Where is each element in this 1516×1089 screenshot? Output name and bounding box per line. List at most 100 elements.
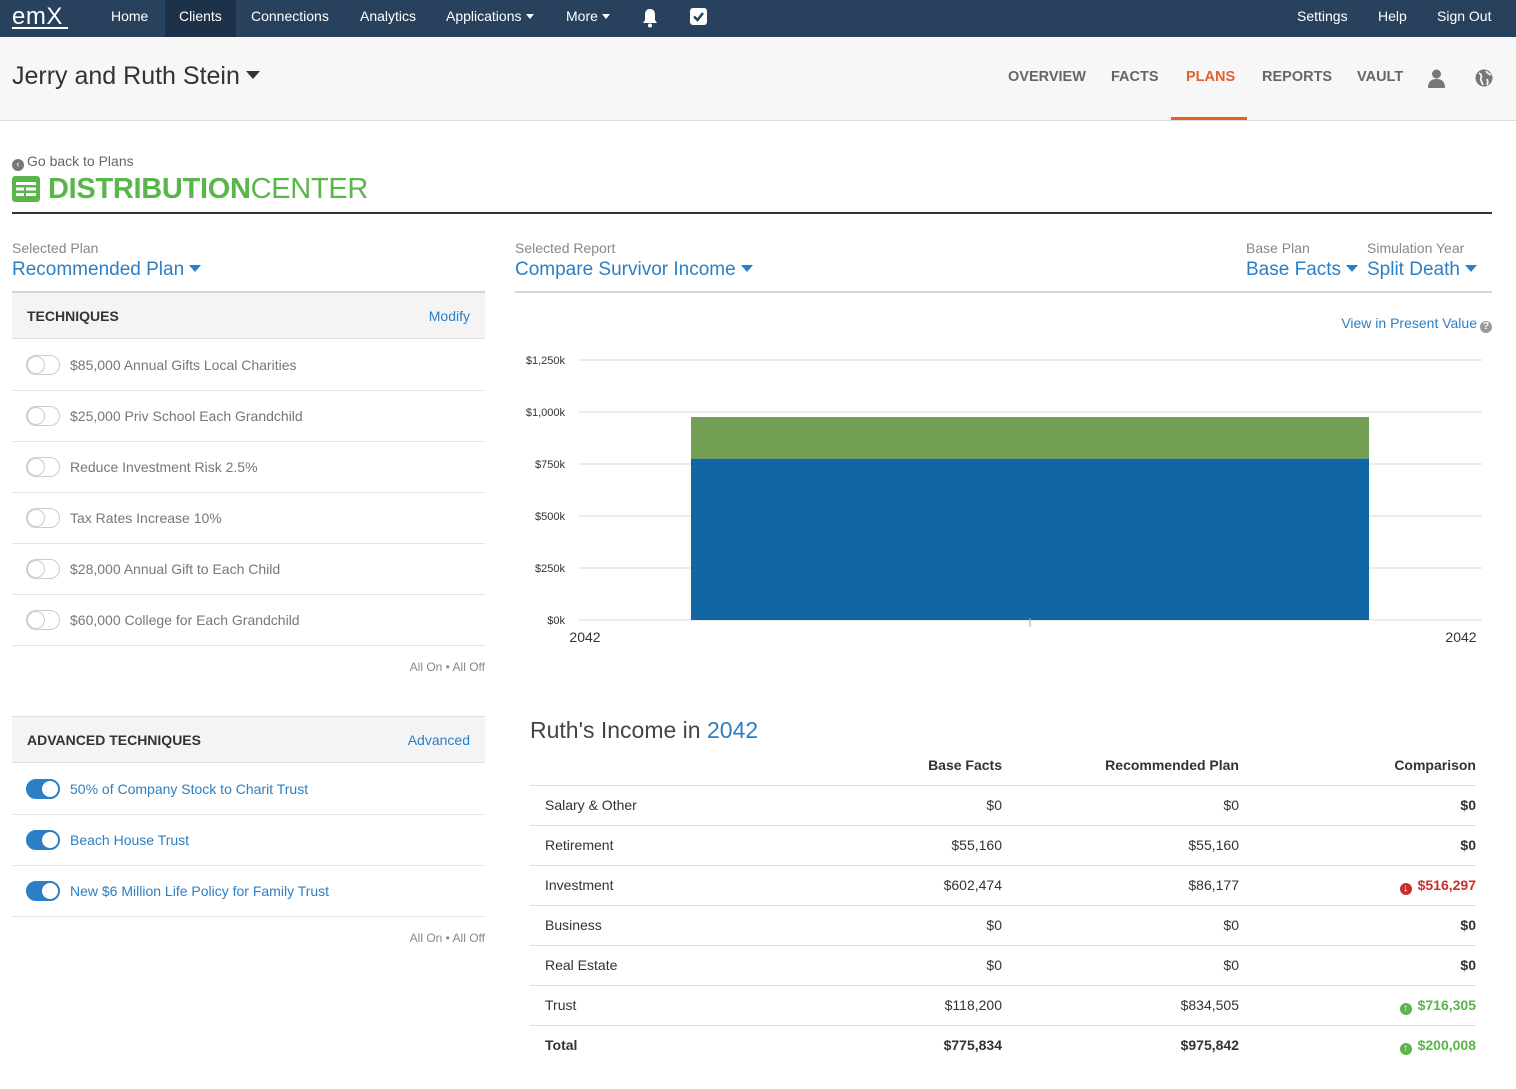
comparison-amount: $716,305 [1417, 997, 1476, 1013]
nav-clients[interactable]: Clients [165, 0, 236, 37]
logo-underline [12, 27, 68, 29]
advanced-technique-row: 50% of Company Stock to Charit Trust [12, 764, 485, 815]
nav-more-label: More [566, 8, 598, 24]
page-title: DISTRIBUTIONCENTER [48, 173, 368, 206]
techniques-all-on-off[interactable]: All On • All Off [409, 660, 485, 674]
recommended-plan-value: $0 [1223, 917, 1239, 933]
row-label: Investment [545, 877, 614, 893]
technique-label: $85,000 Annual Gifts Local Charities [70, 357, 297, 373]
advanced-technique-row: Beach House Trust [12, 815, 485, 866]
nav-analytics[interactable]: Analytics [360, 8, 417, 24]
technique-label[interactable]: Beach House Trust [70, 832, 190, 848]
back-to-plans-link[interactable]: ‹ Go back to Plans [12, 153, 134, 171]
top-navigation-bar: emX Home Clients Connections Analytics A… [0, 0, 1516, 37]
checkbox-icon[interactable] [690, 8, 707, 25]
technique-row: $28,000 Annual Gift to Each Child [12, 544, 485, 595]
recommended-plan-value: $0 [1223, 957, 1239, 973]
simulation-year-dropdown[interactable]: Split Death [1367, 259, 1477, 281]
technique-label[interactable]: 50% of Company Stock to Charit Trust [70, 781, 309, 797]
up-arrow-circle-icon: ↑ [1399, 1043, 1412, 1055]
technique-toggle[interactable] [26, 610, 60, 630]
technique-toggle[interactable] [26, 508, 60, 528]
technique-label: Tax Rates Increase 10% [70, 510, 222, 526]
tab-plans[interactable]: PLANS [1186, 69, 1236, 85]
emx-logo[interactable]: emX [12, 3, 63, 31]
modify-link[interactable]: Modify [428, 308, 470, 324]
recommended-plan-value: $55,160 [1188, 837, 1239, 853]
comparison-value: $0 [1460, 917, 1476, 933]
person-icon[interactable] [1428, 69, 1445, 88]
technique-toggle[interactable] [26, 355, 60, 375]
y-tick-label: $500k [535, 511, 565, 523]
comparison-amount: $200,008 [1417, 1037, 1476, 1053]
base-plan-value: Base Facts [1246, 259, 1342, 280]
tab-overview[interactable]: OVERVIEW [1008, 69, 1086, 85]
nav-sign-out[interactable]: Sign Out [1437, 8, 1492, 24]
toggle-knob [28, 510, 44, 526]
toggle-knob [28, 459, 44, 475]
table-row: Investment $602,474 $86,177 ↓ $516,297 [530, 865, 1476, 905]
technique-row: $60,000 College for Each Grandchild [12, 595, 485, 646]
x-tick-label: 2042 [569, 629, 600, 645]
tab-facts[interactable]: FACTS [1111, 69, 1159, 85]
table-row: Business $0 $0 $0 [530, 905, 1476, 945]
y-tick-label: $750k [535, 459, 565, 471]
technique-row: $85,000 Annual Gifts Local Charities [12, 340, 485, 391]
selected-report-label: Selected Report [515, 240, 616, 256]
base-facts-value: $55,160 [951, 837, 1002, 853]
techniques-title: TECHNIQUES [27, 308, 119, 324]
selected-report-value: Compare Survivor Income [515, 259, 736, 280]
chevron-down-icon [1464, 264, 1477, 272]
table-row: Real Estate $0 $0 $0 [530, 945, 1476, 985]
present-value-link[interactable]: View in Present Value? [1341, 315, 1492, 333]
table-row: Salary & Other $0 $0 $0 [530, 785, 1476, 825]
nav-settings[interactable]: Settings [1297, 8, 1348, 24]
page-title-rest: CENTER [250, 173, 369, 205]
nav-help[interactable]: Help [1378, 8, 1407, 24]
technique-label: $28,000 Annual Gift to Each Child [70, 561, 281, 577]
table-row: Trust $118,200 $834,505 ↑ $716,305 [530, 985, 1476, 1025]
client-name-dropdown[interactable]: Jerry and Ruth Stein [12, 62, 260, 91]
techniques-panel-top-border [12, 291, 485, 293]
toggle-knob [42, 883, 58, 899]
chevron-down-icon [740, 264, 753, 272]
technique-toggle[interactable] [26, 830, 60, 850]
base-facts-value: $0 [986, 797, 1002, 813]
table-row-total: Total $775,834 $975,842 ↑ $200,008 [530, 1025, 1476, 1065]
base-facts-value: $775,834 [943, 1037, 1002, 1053]
technique-toggle[interactable] [26, 406, 60, 426]
tab-vault[interactable]: VAULT [1357, 69, 1404, 85]
column-header-recommended-plan: Recommended Plan [1105, 757, 1239, 773]
technique-toggle[interactable] [26, 881, 60, 901]
chevron-down-icon [1346, 264, 1359, 272]
simulation-year-value: Split Death [1367, 259, 1460, 280]
technique-label: Reduce Investment Risk 2.5% [70, 459, 258, 475]
selected-plan-dropdown[interactable]: Recommended Plan [12, 259, 202, 281]
nav-more[interactable]: More [552, 0, 624, 37]
bell-icon[interactable] [641, 8, 659, 28]
tab-reports[interactable]: REPORTS [1262, 69, 1333, 85]
income-title-prefix: Ruth's Income in [530, 717, 701, 743]
technique-toggle[interactable] [26, 457, 60, 477]
technique-label: $25,000 Priv School Each Grandchild [70, 408, 303, 424]
nav-connections[interactable]: Connections [251, 8, 329, 24]
selected-report-dropdown[interactable]: Compare Survivor Income [515, 259, 753, 281]
y-tick-label: $250k [535, 563, 565, 575]
nav-home[interactable]: Home [111, 8, 149, 24]
row-label: Trust [545, 997, 577, 1013]
nav-applications[interactable]: Applications [432, 0, 548, 37]
base-plan-dropdown[interactable]: Base Facts [1246, 259, 1359, 281]
advanced-link[interactable]: Advanced [407, 732, 470, 748]
row-label: Retirement [545, 837, 614, 853]
technique-label[interactable]: New $6 Million Life Policy for Family Tr… [70, 883, 330, 899]
advanced-all-on-off[interactable]: All On • All Off [409, 931, 485, 945]
logo-text: emX [12, 3, 63, 30]
techniques-panel-header: TECHNIQUES Modify [12, 293, 485, 339]
recommended-plan-value: $975,842 [1180, 1037, 1239, 1053]
technique-toggle[interactable] [26, 559, 60, 579]
globe-icon[interactable] [1475, 69, 1493, 87]
technique-toggle[interactable] [26, 779, 60, 799]
row-label: Salary & Other [545, 797, 637, 813]
income-title: Ruth's Income in 2042 [530, 717, 758, 744]
recommended-plan-value: $86,177 [1188, 877, 1239, 893]
